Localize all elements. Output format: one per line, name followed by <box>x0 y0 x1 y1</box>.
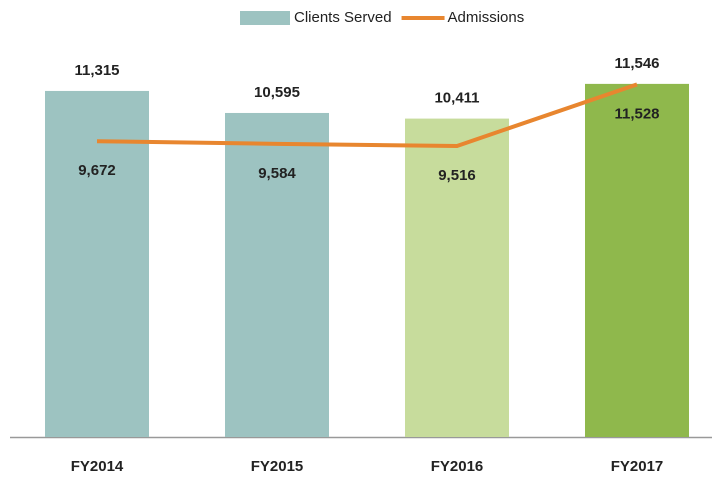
data-label: 9,672 <box>78 162 116 179</box>
x-tick-label: FY2017 <box>611 458 664 475</box>
bar <box>405 118 509 437</box>
bar <box>585 83 689 438</box>
x-tick-label: FY2016 <box>431 458 484 475</box>
bar <box>225 112 329 438</box>
data-label: 10,595 <box>254 84 300 101</box>
data-label: 10,411 <box>434 90 479 107</box>
x-tick-label: FY2014 <box>71 458 124 475</box>
line <box>96 82 638 148</box>
data-label: 11,528 <box>614 105 659 122</box>
bar <box>45 90 149 437</box>
legend-label: Clients Served <box>294 9 392 26</box>
legend-label: Admissions <box>448 9 525 26</box>
data-label: 9,516 <box>438 167 476 184</box>
x-tick-label: FY2015 <box>251 458 304 475</box>
data-label: 11,315 <box>74 62 119 79</box>
data-label: 9,584 <box>258 165 296 182</box>
data-label: 11,546 <box>614 55 659 72</box>
legend-swatch <box>240 11 290 25</box>
